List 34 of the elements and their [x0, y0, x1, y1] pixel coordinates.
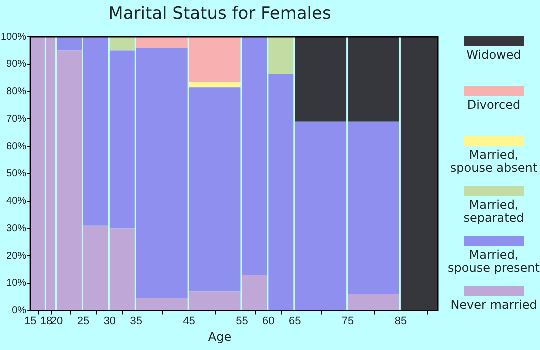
y-tick-label: 80%	[6, 86, 27, 98]
y-tick-label: 40%	[6, 196, 27, 208]
x-tick-label: 85	[394, 315, 408, 328]
x-tick-label: 60	[262, 315, 275, 328]
x-tick-label: 18	[40, 315, 53, 328]
bar	[110, 37, 135, 51]
y-tick-label: 60%	[6, 141, 27, 152]
x-axis-title: Age	[207, 330, 233, 344]
bar	[268, 37, 294, 74]
y-tick-label: 0%	[12, 306, 27, 317]
y-tick-label: 50%	[6, 168, 27, 180]
y-tick-label: 100%	[1, 32, 27, 43]
x-tick-label: 25	[77, 315, 90, 328]
x-tick-label: 55	[236, 315, 248, 328]
x-tick-label: 65	[289, 315, 302, 328]
x-tick-label: 75	[342, 315, 354, 328]
chart-title: Marital Status for Females	[108, 4, 332, 24]
legend-label: Never married	[450, 298, 538, 312]
x-tick-label: 20	[50, 315, 64, 328]
legend-label: Married, spouse absent	[449, 148, 539, 175]
legend-label: Married, separated	[462, 198, 526, 225]
legend-label: Widowed	[466, 48, 522, 62]
y-tick-label: 70%	[6, 114, 27, 125]
bar	[189, 82, 241, 88]
y-tick-label: 10%	[6, 278, 27, 290]
y-tick-label: 20%	[6, 250, 27, 262]
legend-label: Married, spouse present	[448, 248, 540, 275]
x-tick-label: 15	[24, 315, 37, 328]
y-tick-label: 30%	[6, 223, 27, 234]
legend-label: Divorced	[467, 98, 521, 112]
x-tick-label: 35	[130, 315, 143, 328]
x-tick-label: 30	[104, 315, 116, 328]
y-tick-label: 90%	[6, 59, 27, 70]
x-tick-label: 45	[183, 315, 196, 328]
